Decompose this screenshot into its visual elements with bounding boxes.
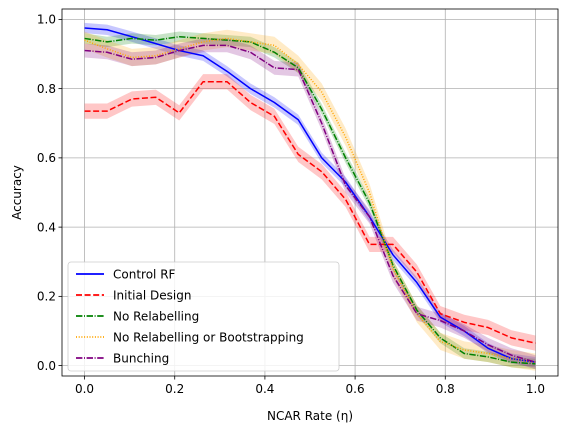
legend-label-no-relabelling-or-bootstrapping: No Relabelling or Bootstrapping (113, 330, 304, 344)
axis-ticks: 0.0 0.2 0.4 0.6 0.8 1.0 0.0 0.2 0.4 0.6 0.8 1.0 (37, 13, 545, 396)
x-axis-label: NCAR Rate (η) (267, 409, 353, 423)
x-tick-label: 0.0 (75, 382, 94, 396)
series-line-no-relabelling (84, 35, 536, 365)
y-tick-label: 0.0 (37, 359, 56, 373)
legend-label-initial-design: Initial Design (113, 288, 191, 302)
y-tick-label: 0.8 (37, 82, 56, 96)
x-tick-label: 0.8 (436, 382, 455, 396)
y-tick-label: 0.4 (37, 220, 56, 234)
band-no-relabelling-or-bootstrapping (84, 29, 536, 371)
series-line-initial-design (84, 80, 536, 344)
legend-label-bunching: Bunching (113, 351, 169, 365)
y-axis-label: Accuracy (10, 165, 24, 220)
x-tick-label: 0.2 (165, 382, 184, 396)
x-tick-label: 0.4 (255, 382, 274, 396)
series-line-no-relabelling-or-bootstrapping (84, 37, 536, 363)
series-lines (84, 27, 536, 365)
series-line-bunching (84, 44, 536, 363)
plot-area-frame (61, 8, 559, 377)
x-tick-label: 0.6 (346, 382, 365, 396)
legend-box (67, 261, 340, 372)
legend: Control RF Initial Design No Relabelling No… (67, 261, 340, 372)
legend-label-no-relabelling: No Relabelling (113, 309, 199, 323)
y-tick-label: 0.2 (37, 290, 56, 304)
y-tick-label: 0.6 (37, 151, 56, 165)
y-tick-label: 1.0 (37, 13, 56, 27)
legend-label-control-rf: Control RF (113, 267, 176, 281)
x-tick-label: 1.0 (526, 382, 545, 396)
